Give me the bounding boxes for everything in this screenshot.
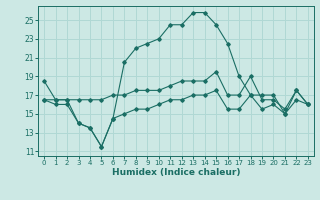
X-axis label: Humidex (Indice chaleur): Humidex (Indice chaleur) [112, 168, 240, 177]
